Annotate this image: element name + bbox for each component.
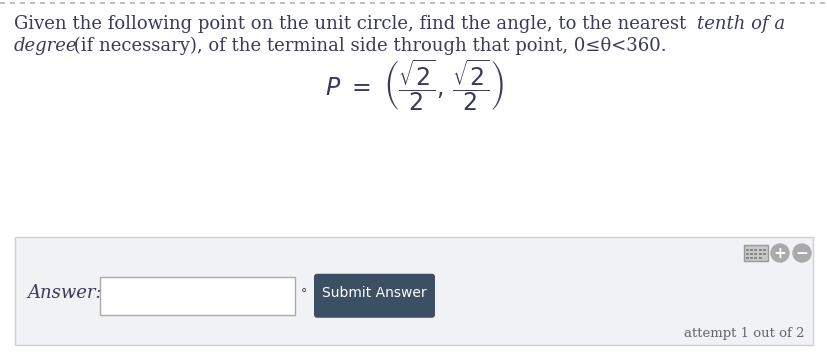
Bar <box>745 257 748 259</box>
Text: Given the following point on the unit circle, find the angle, to the nearest: Given the following point on the unit ci… <box>14 15 691 33</box>
Bar <box>745 249 748 251</box>
Bar <box>753 249 757 251</box>
Text: (if necessary), of the terminal side through that point, 0≤θ<360.: (if necessary), of the terminal side thr… <box>68 37 666 55</box>
Bar <box>753 257 757 259</box>
Bar <box>753 253 757 255</box>
Text: −: − <box>795 245 807 261</box>
Text: Answer:: Answer: <box>27 284 102 302</box>
Bar <box>749 253 753 255</box>
Bar <box>100 277 294 315</box>
Text: +: + <box>772 245 786 261</box>
Circle shape <box>792 244 810 262</box>
FancyBboxPatch shape <box>313 274 434 318</box>
Text: tenth of a: tenth of a <box>696 15 784 33</box>
Text: degree: degree <box>14 37 78 55</box>
Bar <box>745 253 748 255</box>
Bar <box>762 249 765 251</box>
Bar <box>749 257 753 259</box>
Circle shape <box>770 244 788 262</box>
Bar <box>762 253 765 255</box>
Bar <box>758 257 761 259</box>
Bar <box>743 245 767 261</box>
Bar <box>758 253 761 255</box>
Text: attempt 1 out of 2: attempt 1 out of 2 <box>684 327 804 340</box>
Bar <box>749 249 753 251</box>
Text: $P\ =\ \left(\dfrac{\sqrt{2}}{2},\,\dfrac{\sqrt{2}}{2}\right)$: $P\ =\ \left(\dfrac{\sqrt{2}}{2},\,\dfra… <box>324 57 503 113</box>
Text: Submit Answer: Submit Answer <box>322 286 426 300</box>
Bar <box>758 249 761 251</box>
Text: °: ° <box>301 287 307 300</box>
Bar <box>15 237 812 345</box>
